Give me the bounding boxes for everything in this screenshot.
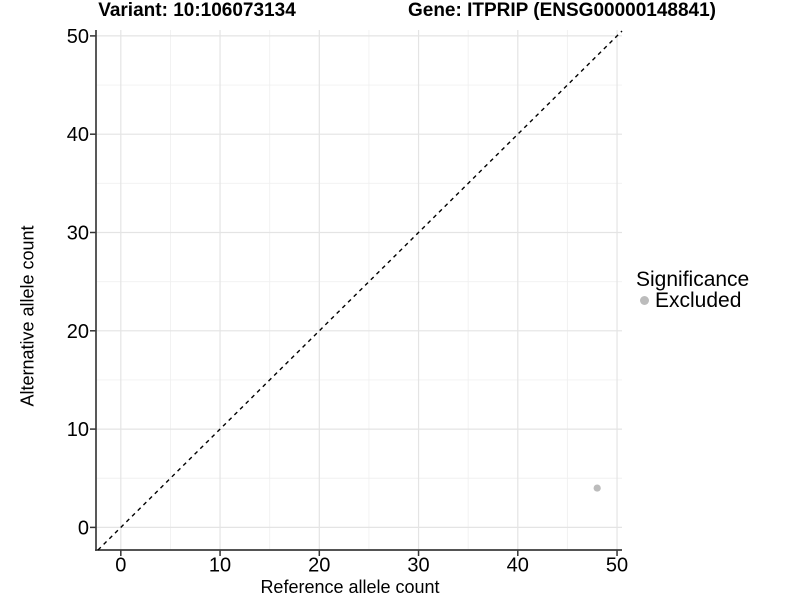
y-tick-label: 30: [67, 222, 89, 244]
x-axis-title: Reference allele count: [260, 577, 440, 597]
y-tick-label: 50: [67, 26, 89, 48]
y-tick-label: 40: [67, 124, 89, 146]
legend-item: Excluded: [636, 290, 749, 311]
legend-title: Significance: [636, 268, 750, 291]
variant-title: Variant: 10:106073134: [98, 0, 296, 21]
x-tick-label: 10: [209, 555, 231, 577]
excluded-point-icon: [640, 296, 649, 305]
y-tick-label: 0: [78, 517, 89, 539]
y-tick-label: 10: [67, 419, 89, 441]
data-point: [593, 484, 601, 492]
x-tick-label: 40: [507, 555, 529, 577]
legend-item-label: Excluded: [655, 289, 742, 312]
identity-line: [97, 30, 623, 551]
legend: Significance Excluded: [636, 269, 749, 311]
x-tick-label: 0: [115, 555, 126, 577]
gene-title: Gene: ITPRIP (ENSG00000148841): [407, 0, 717, 21]
x-tick-label: 30: [407, 555, 429, 577]
y-tick-label: 20: [67, 321, 89, 343]
x-tick-label: 20: [308, 555, 330, 577]
y-axis-title: Alternative allele count: [17, 225, 38, 407]
x-tick-label: 50: [606, 555, 628, 577]
